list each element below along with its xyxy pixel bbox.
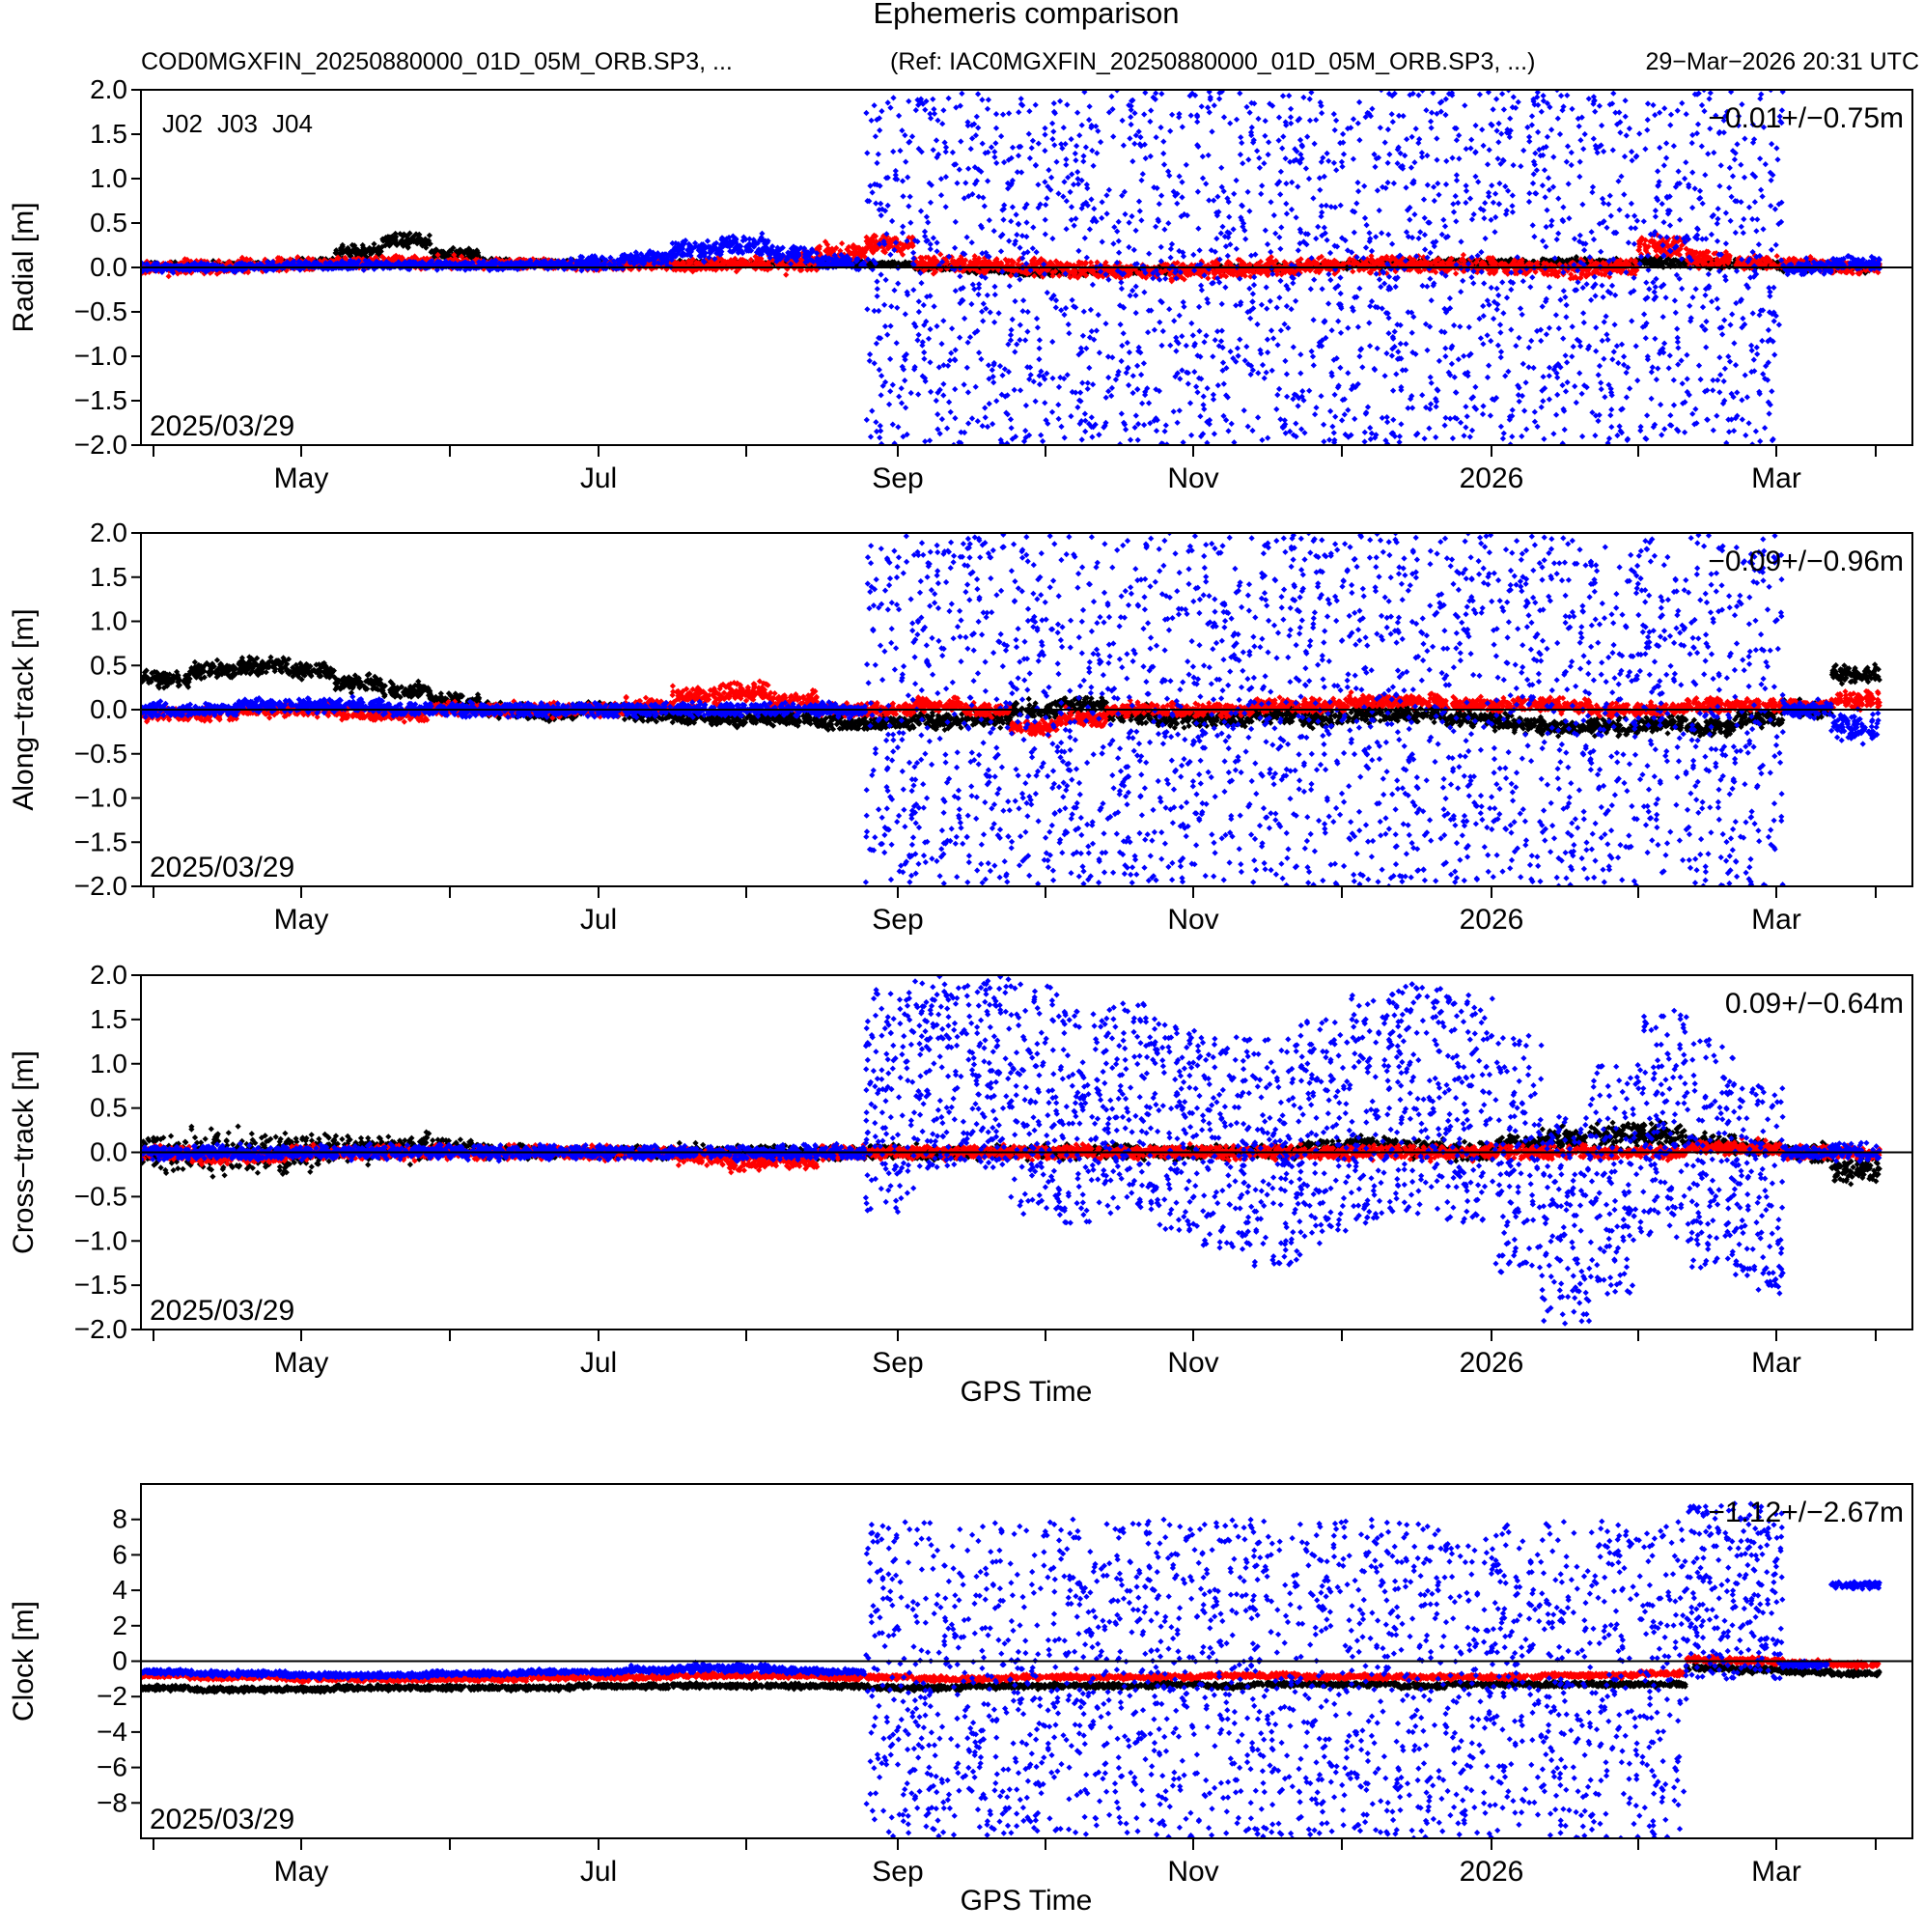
data-point — [783, 271, 790, 278]
data-point — [345, 244, 351, 252]
data-point — [165, 273, 172, 280]
data-point — [386, 242, 393, 249]
data-point — [367, 248, 374, 255]
data-point — [466, 248, 473, 255]
legend: J02 J03 J04 — [162, 109, 313, 138]
data-point — [426, 232, 433, 238]
legend-j02: J02 — [162, 109, 203, 138]
data-point — [439, 252, 447, 259]
data-point — [404, 244, 411, 251]
data-point — [404, 233, 410, 239]
data-point — [382, 238, 390, 244]
data-point — [353, 249, 361, 256]
reference-file-label: (Ref: IAC0MGXFIN_20250880000_01D_05M_ORB… — [890, 48, 1535, 75]
data-point — [360, 247, 368, 254]
data-point — [446, 247, 454, 255]
data-point — [338, 245, 346, 252]
legend-j04: J04 — [272, 109, 313, 138]
data-point — [334, 250, 342, 258]
legend-j03: J03 — [217, 109, 258, 138]
timestamp: 29−Mar−2026 20:31 UTC — [1645, 48, 1919, 75]
data-point — [838, 239, 846, 247]
file-label: COD0MGXFIN_20250880000_01D_05M_ORB.SP3, … — [141, 48, 733, 75]
data-point — [402, 238, 408, 245]
figure-title: Ephemeris comparison — [873, 0, 1179, 30]
scatter-points — [141, 90, 1883, 445]
data-point — [371, 240, 377, 247]
data-point — [376, 248, 382, 255]
